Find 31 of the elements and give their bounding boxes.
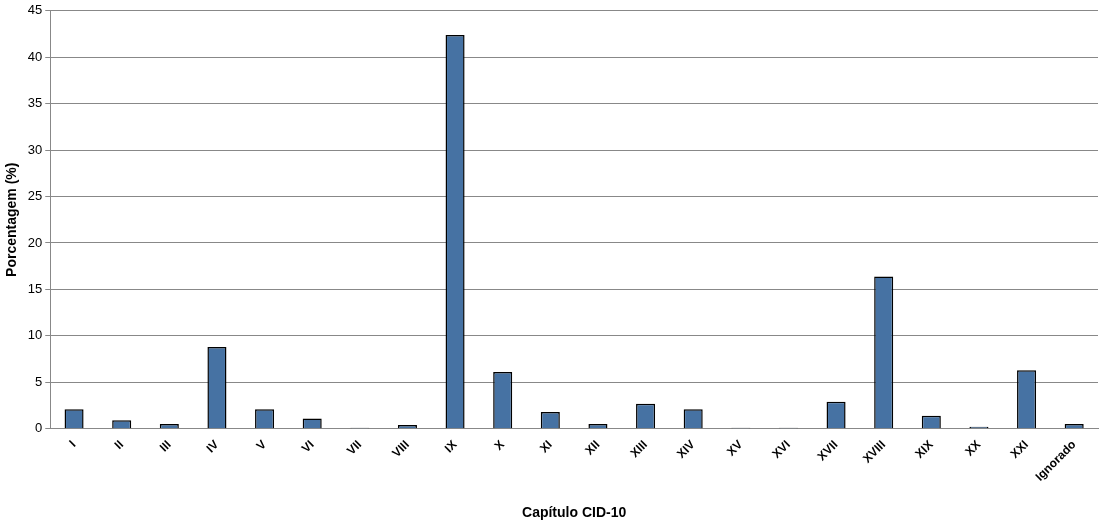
x-tick-label: II (111, 437, 127, 452)
x-tick-label: VII (344, 437, 365, 458)
x-axis-title: Capítulo CID-10 (522, 504, 627, 521)
x-tick-label: XII (582, 437, 603, 458)
x-tick-label: XX (962, 437, 984, 459)
x-tick-label: XIV (674, 437, 698, 461)
y-axis-title: Porcentagem (%) (3, 162, 20, 277)
y-tick-label: 25 (27, 188, 43, 204)
x-tick-label: XVI (769, 437, 793, 461)
y-tick-label: 30 (27, 141, 43, 157)
x-tick-label: VIII (389, 437, 412, 461)
y-tick-label: 10 (27, 327, 43, 343)
x-tick-label: VI (298, 437, 317, 456)
y-tick-label: 15 (27, 280, 43, 296)
y-tick-label: 20 (27, 234, 43, 250)
y-tick-label: 45 (27, 2, 43, 18)
x-tick-label: IV (203, 437, 222, 456)
x-tick-label: IX (441, 437, 460, 456)
x-tick-label: XIX (912, 437, 936, 461)
y-tick-label: 5 (35, 373, 43, 389)
x-tick-label: V (253, 437, 270, 453)
x-tick-label: I (66, 437, 79, 450)
x-tick-label: XI (536, 437, 555, 456)
x-tick-label: XIII (627, 437, 651, 461)
x-tick-label: XV (724, 437, 746, 459)
x-tick-label: III (156, 437, 174, 455)
x-tick-label: XXI (1007, 437, 1032, 461)
y-tick-label: 0 (35, 420, 43, 436)
y-tick-label: 40 (27, 48, 43, 64)
x-tick-label: X (491, 437, 508, 453)
y-tick-label: 35 (27, 95, 43, 111)
